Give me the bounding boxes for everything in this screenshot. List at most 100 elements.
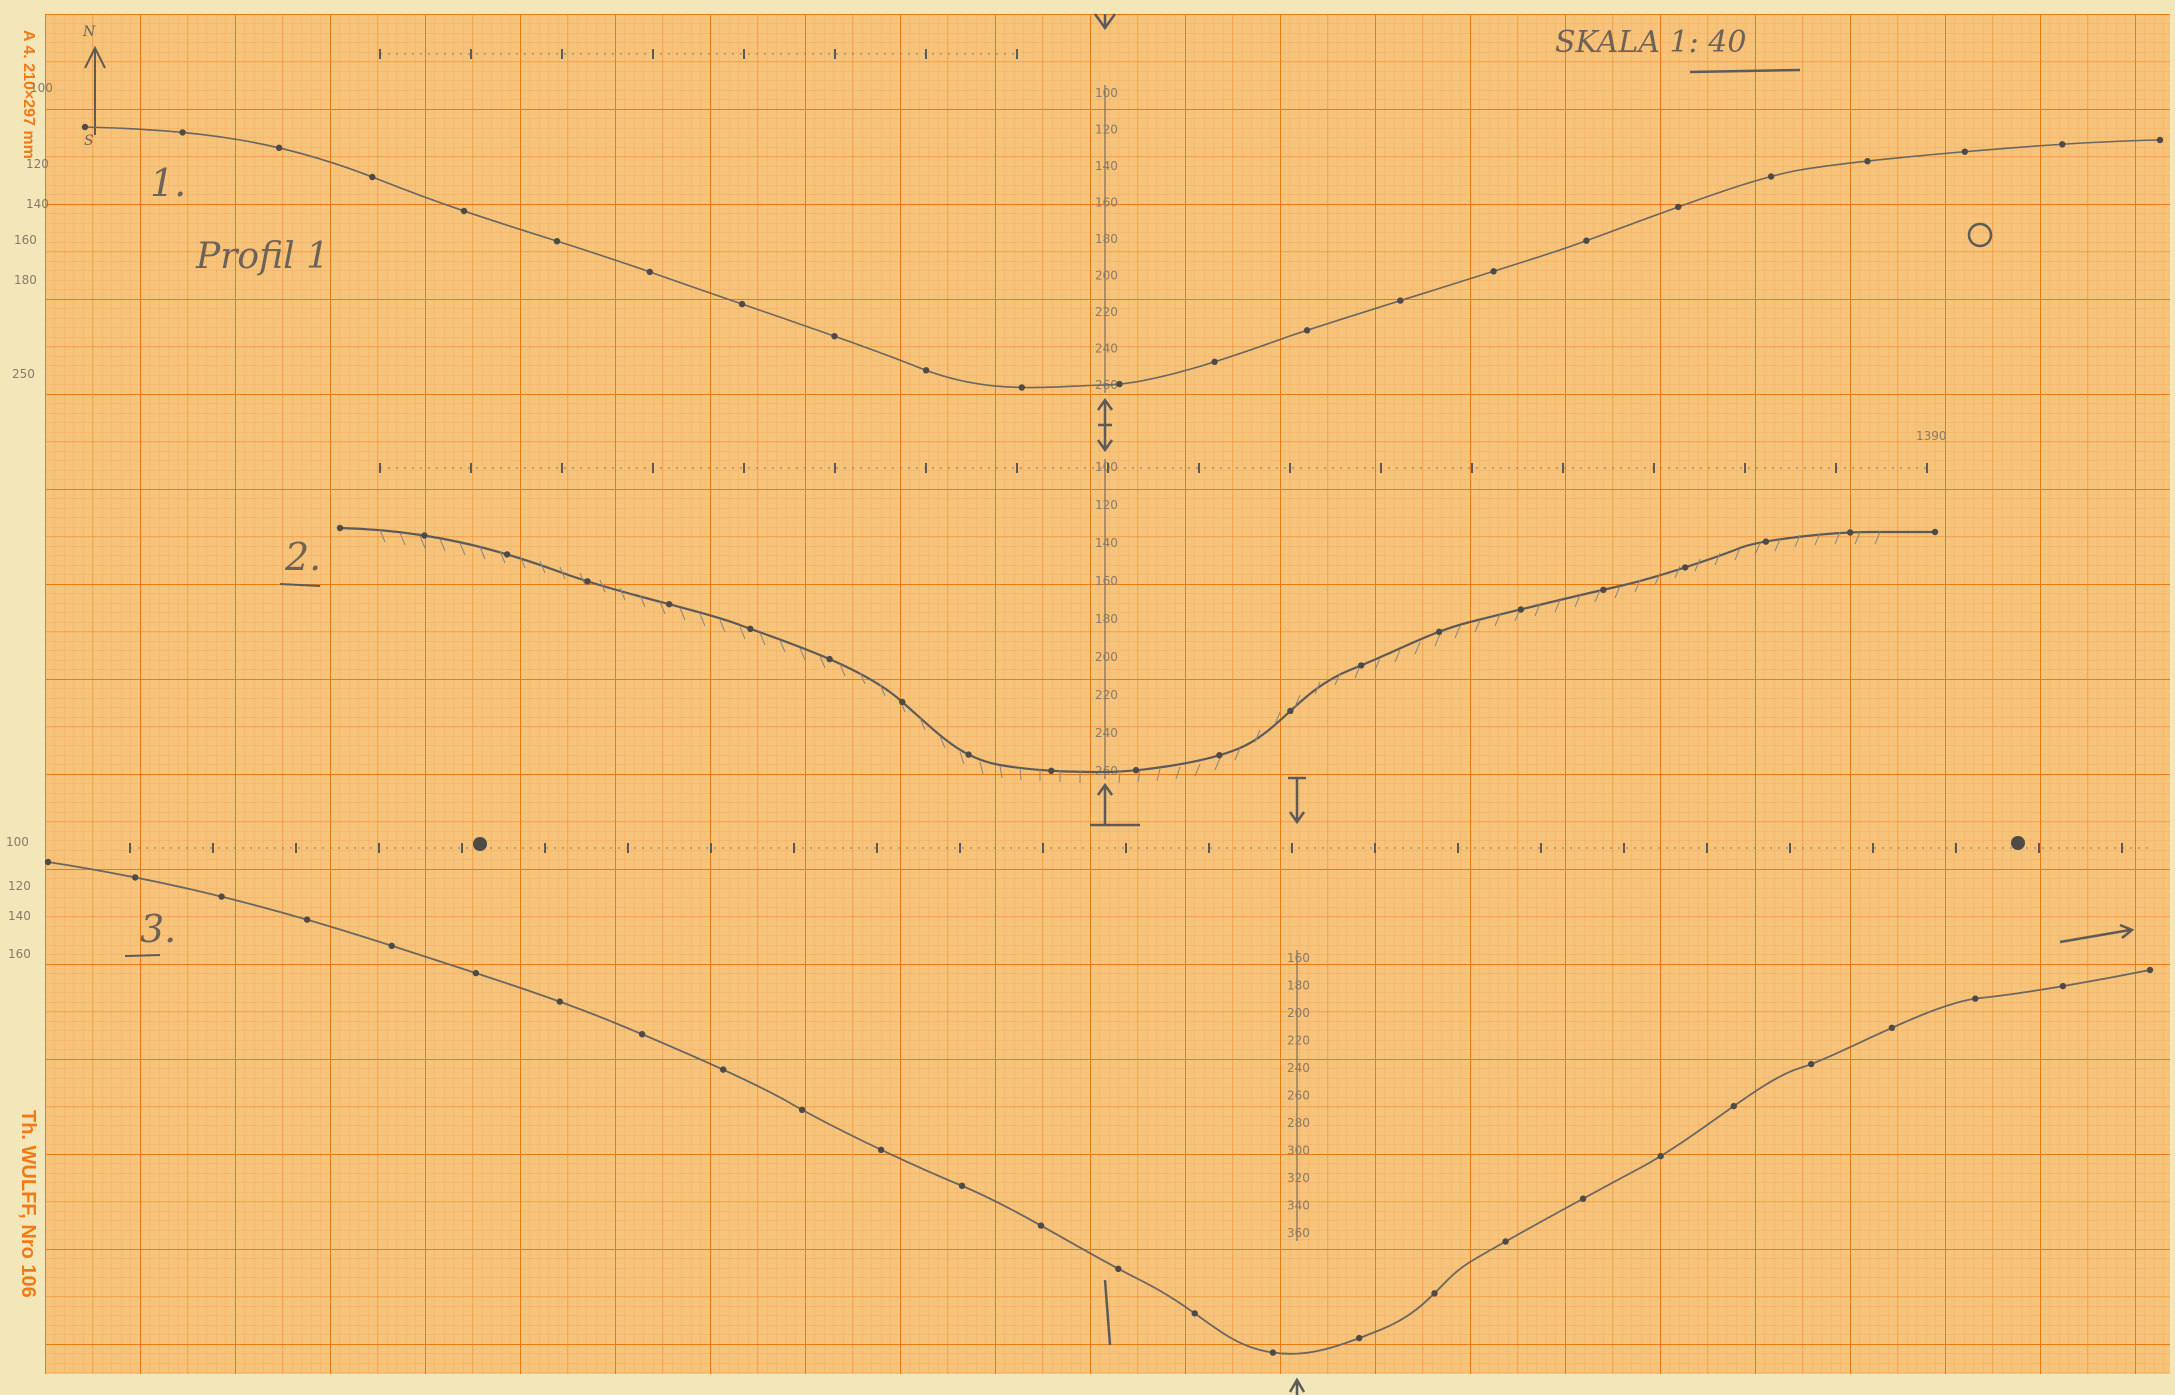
benchmark-dot: [473, 837, 487, 851]
depth-label: 280: [1287, 1116, 1310, 1130]
station-dot: [1358, 662, 1365, 669]
baseline-profile-1: [379, 49, 1020, 59]
profile-3-stations: [44, 858, 2154, 1356]
station-dot: [2059, 982, 2067, 990]
station-dot: [1600, 586, 1607, 593]
depth-label: 320: [1287, 1171, 1310, 1185]
station-dot: [472, 969, 480, 977]
station-dot: [1847, 529, 1854, 536]
station-dot: [1132, 767, 1140, 774]
paper-format-label: A 4. 210×297 mm: [20, 30, 37, 159]
depth-label: 140: [1095, 159, 1118, 173]
depth-label: 240: [1287, 1061, 1310, 1075]
depth-label: 200: [1095, 269, 1118, 283]
profile-1-curve: [84, 126, 2161, 389]
left-label: 140: [26, 197, 49, 211]
profile-2-stations: [336, 524, 1939, 774]
station-dot: [877, 1146, 885, 1154]
depth-label: 220: [1095, 688, 1118, 702]
station-dot: [388, 942, 395, 949]
station-dot: [1583, 237, 1590, 244]
station-dot: [1115, 1265, 1122, 1273]
depth-label: 120: [1095, 498, 1118, 512]
station-dot: [44, 858, 52, 866]
station-dot: [747, 625, 754, 632]
station-dot: [1356, 1334, 1363, 1342]
station-dot: [831, 333, 838, 340]
baseline-profile-3: [129, 836, 2150, 853]
left-label: 250: [12, 367, 35, 381]
depth-label: 220: [1095, 305, 1118, 319]
station-dot: [1657, 1152, 1664, 1160]
depth-label: 200: [1095, 650, 1118, 664]
station-dot: [132, 874, 139, 881]
station-dot: [1037, 1222, 1045, 1229]
station-dot: [2156, 136, 2164, 144]
baseline-profile-2: [379, 463, 1930, 473]
station-dot: [275, 144, 283, 151]
depth-label: 180: [1095, 612, 1118, 626]
south-label: S: [84, 133, 94, 149]
station-dot: [2059, 141, 2066, 148]
profile-2-hatching: [379, 529, 1881, 784]
left-label: 120: [8, 879, 31, 893]
profile-1-label: 1.: [150, 161, 186, 205]
station-dot: [2146, 966, 2154, 974]
station-dot: [1864, 158, 1871, 165]
depth-label: 160: [1095, 196, 1118, 210]
station-dot: [738, 300, 746, 308]
station-dot: [1972, 995, 1979, 1002]
station-dot: [584, 578, 591, 585]
depth-label: 300: [1287, 1144, 1310, 1158]
north-label: N: [82, 24, 96, 40]
left-label: 100: [30, 81, 53, 95]
axis-markers: [1090, 13, 2135, 1395]
station-dot: [798, 1106, 806, 1114]
station-dot: [1730, 1102, 1738, 1110]
station-dot: [646, 268, 653, 276]
station-dot: [1211, 358, 1218, 365]
station-dot: [1579, 1195, 1587, 1202]
profile-title: Profil 1: [195, 236, 329, 277]
scale-note: SKALA 1: 40: [1555, 25, 1746, 60]
depth-label: 180: [1095, 232, 1118, 246]
grid: [45, 14, 2170, 1374]
station-dot: [1216, 752, 1223, 759]
station-dot: [1431, 1290, 1438, 1297]
station-dot: [369, 173, 376, 181]
station-dot: [1116, 380, 1123, 388]
station-dot: [1502, 1238, 1509, 1245]
station-dot: [1490, 268, 1497, 275]
station-dot: [1287, 707, 1294, 715]
depth-label: 260: [1287, 1089, 1310, 1103]
depth-label: 100: [1095, 86, 1118, 100]
station-dot: [1048, 767, 1055, 774]
depth-label: 180: [1287, 979, 1310, 993]
left-labels-profile-3: 100 120 140 160: [6, 835, 31, 961]
station-dot: [553, 238, 561, 245]
depth-label: 200: [1287, 1006, 1310, 1020]
station-dot: [1888, 1024, 1896, 1032]
station-dot: [1018, 384, 1025, 391]
station-dot: [218, 893, 225, 900]
station-dot: [638, 1031, 646, 1038]
station-dot: [1808, 1060, 1815, 1068]
left-label: 100: [6, 835, 29, 849]
depth-label: 240: [1095, 342, 1118, 356]
depth-label: 100: [1095, 460, 1118, 474]
station-dot: [336, 524, 344, 532]
depth-label: 140: [1095, 536, 1118, 550]
station-dot: [899, 698, 906, 706]
depth-label: 120: [1095, 123, 1118, 137]
station-dot: [1269, 1349, 1277, 1356]
station-dot: [666, 601, 673, 608]
depth-label: 220: [1287, 1034, 1310, 1048]
north-arrow: N S: [82, 24, 106, 149]
station-dot: [1767, 173, 1775, 180]
left-label: 180: [14, 273, 37, 287]
benchmark-dot: [2011, 836, 2025, 850]
profile-2-label: 2.: [284, 535, 321, 579]
profile-2-right-label: 1390: [1916, 429, 1947, 443]
station-dot: [1762, 538, 1770, 545]
station-dot: [1303, 327, 1311, 334]
